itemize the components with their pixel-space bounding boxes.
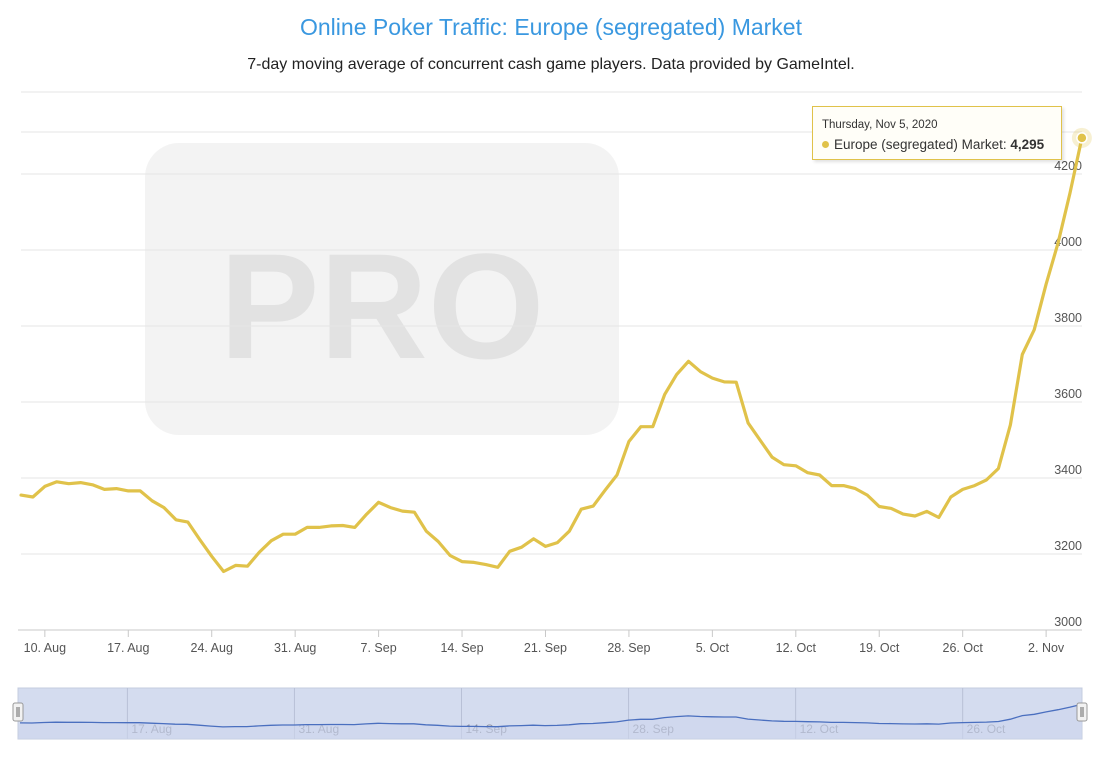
chart-subtitle: 7-day moving average of concurrent cash … (247, 56, 855, 73)
tooltip-value: 4,295 (1010, 137, 1045, 152)
x-tick-label: 31. Aug (274, 641, 316, 655)
y-tick-label: 4000 (1054, 235, 1082, 249)
y-tick-label: 3000 (1054, 615, 1082, 629)
navigator-line (19, 703, 1083, 728)
x-tick-label: 12. Oct (776, 641, 817, 655)
x-tick-label: 7. Sep (361, 641, 397, 655)
y-tick-label: 3600 (1054, 387, 1082, 401)
series-line-europe-segregated (19, 136, 1084, 574)
x-tick-label: 26. Oct (943, 641, 984, 655)
tooltip-row: Europe (segregated) Market: 4,295 (822, 137, 1044, 152)
chart-title: Online Poker Traffic: Europe (segregated… (300, 14, 802, 40)
pro-watermark: PRO (145, 143, 619, 435)
navigator-area (18, 704, 1082, 739)
y-tick-label: 3200 (1054, 539, 1082, 553)
y-tick-label: 3800 (1054, 311, 1082, 325)
x-tick-label: 14. Sep (440, 641, 483, 655)
series-dot-icon (822, 141, 829, 148)
watermark-text: PRO (219, 222, 544, 390)
x-axis: 10. Aug 17. Aug 24. Aug 31. Aug 7. Sep 14. Se… (18, 629, 1082, 655)
x-tick-label: 5. Oct (696, 641, 730, 655)
x-tick-label: 24. Aug (191, 641, 233, 655)
y-tick-label: 3400 (1054, 463, 1082, 477)
x-tick-label: 10. Aug (24, 641, 66, 655)
x-tick-label: 19. Oct (859, 641, 900, 655)
tooltip: Thursday, Nov 5, 2020 Europe (segregated… (812, 106, 1062, 160)
tooltip-series-label: Europe (segregated) Market: (834, 137, 1007, 152)
tooltip-date: Thursday, Nov 5, 2020 (822, 119, 938, 131)
navigator-handle-left[interactable] (12, 702, 24, 722)
series-layer (19, 127, 1092, 574)
hover-point (1076, 132, 1088, 144)
x-tick-label: 28. Sep (607, 641, 650, 655)
x-tick-label: 17. Aug (107, 641, 149, 655)
x-tick-label: 2. Nov (1028, 641, 1065, 655)
navigator-handle-right[interactable] (1076, 702, 1088, 722)
x-tick-label: 21. Sep (524, 641, 567, 655)
